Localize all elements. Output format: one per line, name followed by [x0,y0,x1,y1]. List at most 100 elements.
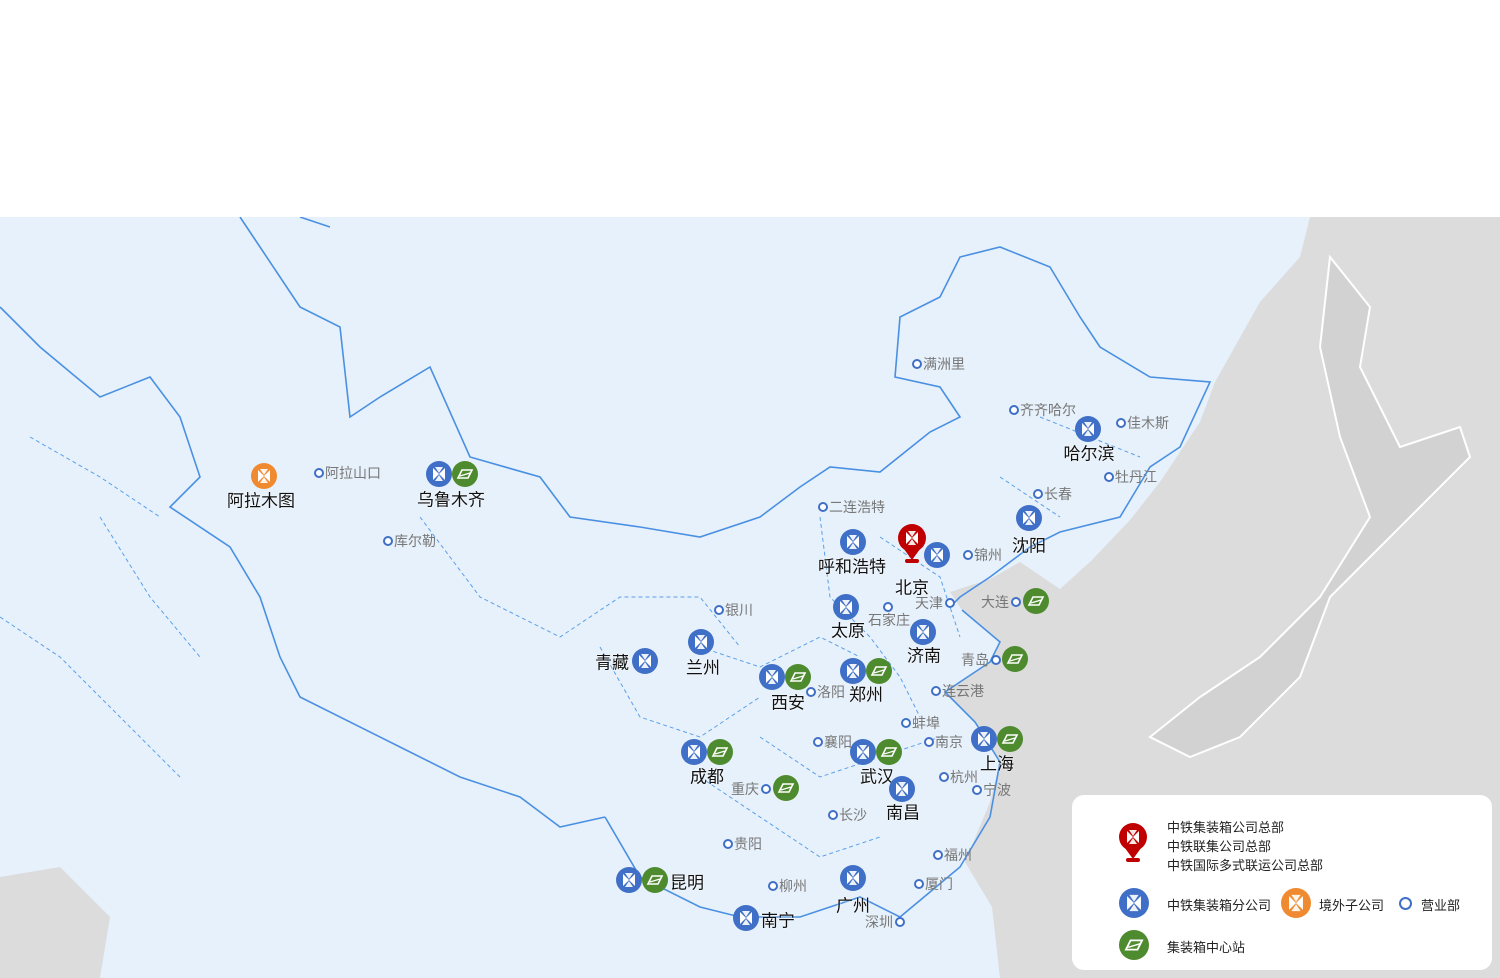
branch-icon[interactable] [833,594,859,620]
branch-icon[interactable] [850,739,876,765]
center-icon[interactable] [876,739,902,765]
branch-icon[interactable] [632,648,658,674]
office-dot-icon[interactable] [933,850,943,860]
center-icon[interactable] [773,775,799,801]
office-dot-icon[interactable] [963,550,973,560]
office-label[interactable]: 佳木斯 [1127,416,1169,432]
office-label[interactable]: 贵阳 [734,837,762,853]
office-label[interactable]: 库尔勒 [394,534,436,550]
office-label[interactable]: 齐齐哈尔 [1020,403,1076,419]
branch-icon[interactable] [759,664,785,690]
office-label[interactable]: 宁波 [983,783,1011,799]
center-icon[interactable] [707,739,733,765]
office-label[interactable]: 阿拉山口 [325,466,381,482]
office-label[interactable]: 牡丹江 [1115,470,1157,486]
branch-icon[interactable] [1016,505,1042,531]
city-label[interactable]: 成都 [690,767,724,788]
office-dot-icon[interactable] [931,686,941,696]
city-label[interactable]: 沈阳 [1012,536,1046,557]
branch-icon[interactable] [840,865,866,891]
map[interactable]: 阿拉木图 乌鲁木齐 呼和浩特 北京 沈阳 哈尔滨 太原 济南 兰州 青藏 西安 郑州 成都 武汉 上海 南昌昆… [0,217,1500,978]
office-dot-icon[interactable] [972,785,982,795]
city-label[interactable]: 太原 [831,621,865,642]
city-label[interactable]: 南宁 [761,911,795,932]
center-icon[interactable] [452,461,478,487]
city-label[interactable]: 上海 [980,754,1014,775]
office-label[interactable]: 杭州 [950,770,978,786]
office-dot-icon[interactable] [883,602,893,612]
city-label[interactable]: 济南 [907,646,941,667]
city-label[interactable]: 哈尔滨 [1063,444,1115,465]
city-label[interactable]: 武汉 [860,767,894,788]
office-dot-icon[interactable] [828,810,838,820]
office-dot-icon[interactable] [1116,418,1126,428]
branch-icon[interactable] [1075,416,1101,442]
hq-pin-icon[interactable] [895,523,929,565]
branch-icon[interactable] [426,461,452,487]
branch-icon[interactable] [924,542,950,568]
office-label[interactable]: 二连浩特 [829,500,885,516]
city-label[interactable]: 乌鲁木齐 [417,490,485,511]
office-dot-icon[interactable] [912,359,922,369]
office-dot-icon[interactable] [761,784,771,794]
city-label[interactable]: 西安 [771,693,805,714]
office-label[interactable]: 连云港 [942,684,984,700]
center-icon[interactable] [785,664,811,690]
office-dot-icon[interactable] [924,737,934,747]
office-dot-icon[interactable] [723,839,733,849]
city-label[interactable]: 郑州 [849,685,883,706]
office-label[interactable]: 厦门 [925,877,953,893]
branch-icon[interactable] [616,867,642,893]
city-label[interactable]: 昆明 [670,873,704,894]
branch-icon[interactable] [688,629,714,655]
office-label[interactable]: 长沙 [839,808,867,824]
city-label[interactable]: 阿拉木图 [227,491,295,512]
office-dot-icon[interactable] [818,502,828,512]
office-label[interactable]: 银川 [725,603,753,619]
office-dot-icon[interactable] [714,605,724,615]
branch-icon[interactable] [889,776,915,802]
office-label[interactable]: 天津 [915,596,943,612]
office-label[interactable]: 襄阳 [824,735,852,751]
office-dot-icon[interactable] [991,655,1001,665]
office-label[interactable]: 南京 [935,735,963,751]
branch-icon[interactable] [840,658,866,684]
center-icon[interactable] [1023,588,1049,614]
office-label[interactable]: 锦州 [974,548,1002,564]
office-dot-icon[interactable] [1009,405,1019,415]
office-dot-icon[interactable] [383,536,393,546]
office-dot-icon[interactable] [939,772,949,782]
office-dot-icon[interactable] [914,879,924,889]
office-label[interactable]: 石家庄 [868,613,910,629]
center-icon[interactable] [1002,646,1028,672]
office-dot-icon[interactable] [768,881,778,891]
office-label[interactable]: 洛阳 [817,685,845,701]
office-dot-icon[interactable] [1033,489,1043,499]
center-icon[interactable] [997,726,1023,752]
center-icon[interactable] [866,658,892,684]
office-dot-icon[interactable] [895,917,905,927]
office-label[interactable]: 满洲里 [923,357,965,373]
branch-icon[interactable] [910,619,936,645]
office-dot-icon[interactable] [806,687,816,697]
overseas-icon[interactable] [251,463,277,489]
office-label[interactable]: 深圳 [865,915,893,931]
office-label[interactable]: 福州 [944,848,972,864]
office-label[interactable]: 柳州 [779,879,807,895]
branch-icon[interactable] [681,739,707,765]
city-label[interactable]: 北京 [895,578,929,599]
center-icon[interactable] [642,867,668,893]
branch-icon[interactable] [840,529,866,555]
city-label[interactable]: 广州 [836,896,870,917]
office-label[interactable]: 长春 [1044,487,1072,503]
office-dot-icon[interactable] [945,598,955,608]
office-label[interactable]: 蚌埠 [912,716,940,732]
office-dot-icon[interactable] [1104,472,1114,482]
office-dot-icon[interactable] [901,718,911,728]
office-label[interactable]: 重庆 [731,782,759,798]
city-label[interactable]: 兰州 [686,658,720,679]
office-dot-icon[interactable] [1011,597,1021,607]
office-dot-icon[interactable] [813,737,823,747]
branch-icon[interactable] [733,905,759,931]
city-label[interactable]: 南昌 [886,803,920,824]
